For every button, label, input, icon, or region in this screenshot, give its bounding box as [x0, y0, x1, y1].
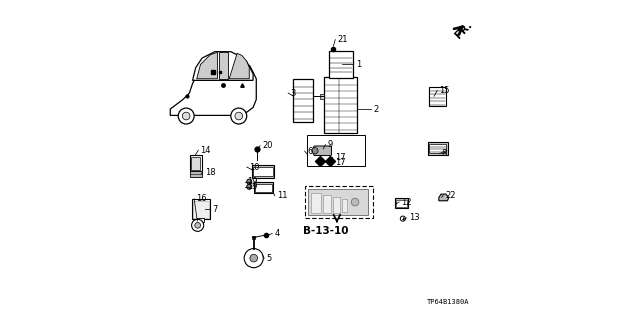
Text: 14: 14	[200, 146, 211, 155]
Circle shape	[246, 179, 252, 184]
FancyBboxPatch shape	[396, 199, 407, 207]
Circle shape	[235, 112, 243, 120]
Circle shape	[400, 216, 405, 221]
Bar	[333, 197, 340, 212]
FancyBboxPatch shape	[252, 165, 274, 178]
Text: 22: 22	[445, 190, 456, 200]
Polygon shape	[229, 53, 249, 79]
Text: 21: 21	[337, 35, 348, 44]
Text: 11: 11	[277, 191, 287, 200]
Text: 19: 19	[247, 177, 258, 186]
Text: 15: 15	[440, 86, 450, 95]
FancyBboxPatch shape	[395, 198, 408, 208]
Polygon shape	[219, 52, 228, 79]
Text: 19: 19	[247, 182, 258, 191]
Text: 4: 4	[275, 229, 280, 238]
Polygon shape	[193, 52, 253, 80]
Text: 18: 18	[205, 168, 216, 177]
Circle shape	[195, 222, 200, 228]
Circle shape	[191, 219, 204, 231]
Bar	[320, 94, 324, 99]
FancyBboxPatch shape	[429, 144, 447, 153]
FancyBboxPatch shape	[308, 189, 369, 215]
FancyBboxPatch shape	[193, 201, 209, 218]
Bar	[197, 218, 204, 222]
Bar	[307, 135, 365, 166]
Text: 12: 12	[401, 197, 412, 206]
FancyBboxPatch shape	[192, 199, 211, 219]
Bar	[252, 236, 255, 239]
Text: 5: 5	[266, 254, 272, 263]
FancyBboxPatch shape	[329, 51, 353, 78]
FancyBboxPatch shape	[428, 142, 448, 155]
Circle shape	[312, 148, 318, 154]
Text: 16: 16	[196, 194, 207, 204]
Text: 10: 10	[249, 163, 259, 172]
Bar	[311, 194, 321, 212]
FancyBboxPatch shape	[190, 155, 202, 171]
Circle shape	[351, 198, 359, 206]
FancyBboxPatch shape	[314, 146, 332, 156]
Circle shape	[246, 184, 252, 189]
Text: 8: 8	[442, 149, 447, 158]
FancyBboxPatch shape	[324, 77, 357, 133]
Text: 20: 20	[262, 141, 273, 150]
FancyBboxPatch shape	[255, 184, 272, 192]
Circle shape	[244, 249, 263, 268]
Text: 13: 13	[409, 213, 419, 222]
Text: FR.: FR.	[453, 20, 474, 40]
Text: 3: 3	[291, 89, 296, 98]
FancyBboxPatch shape	[191, 157, 200, 170]
Text: B-13-10: B-13-10	[303, 226, 349, 236]
Text: 7: 7	[212, 205, 218, 214]
Text: TP64B1380A: TP64B1380A	[427, 299, 469, 305]
Bar	[342, 199, 347, 212]
Bar	[305, 186, 373, 218]
FancyBboxPatch shape	[429, 87, 445, 107]
Bar	[323, 195, 331, 212]
FancyBboxPatch shape	[190, 171, 202, 177]
FancyBboxPatch shape	[293, 79, 313, 122]
Polygon shape	[170, 58, 256, 116]
Circle shape	[250, 254, 257, 262]
Text: 9: 9	[328, 140, 333, 149]
Circle shape	[182, 112, 190, 120]
Polygon shape	[196, 52, 218, 79]
Circle shape	[231, 108, 246, 124]
Text: 17: 17	[335, 153, 346, 162]
Text: 1: 1	[356, 60, 361, 69]
Polygon shape	[439, 194, 449, 201]
Text: 6: 6	[307, 147, 312, 156]
FancyBboxPatch shape	[253, 167, 273, 176]
Text: 17: 17	[335, 158, 346, 167]
FancyBboxPatch shape	[253, 182, 273, 194]
Text: 2: 2	[373, 105, 378, 114]
Circle shape	[178, 108, 194, 124]
